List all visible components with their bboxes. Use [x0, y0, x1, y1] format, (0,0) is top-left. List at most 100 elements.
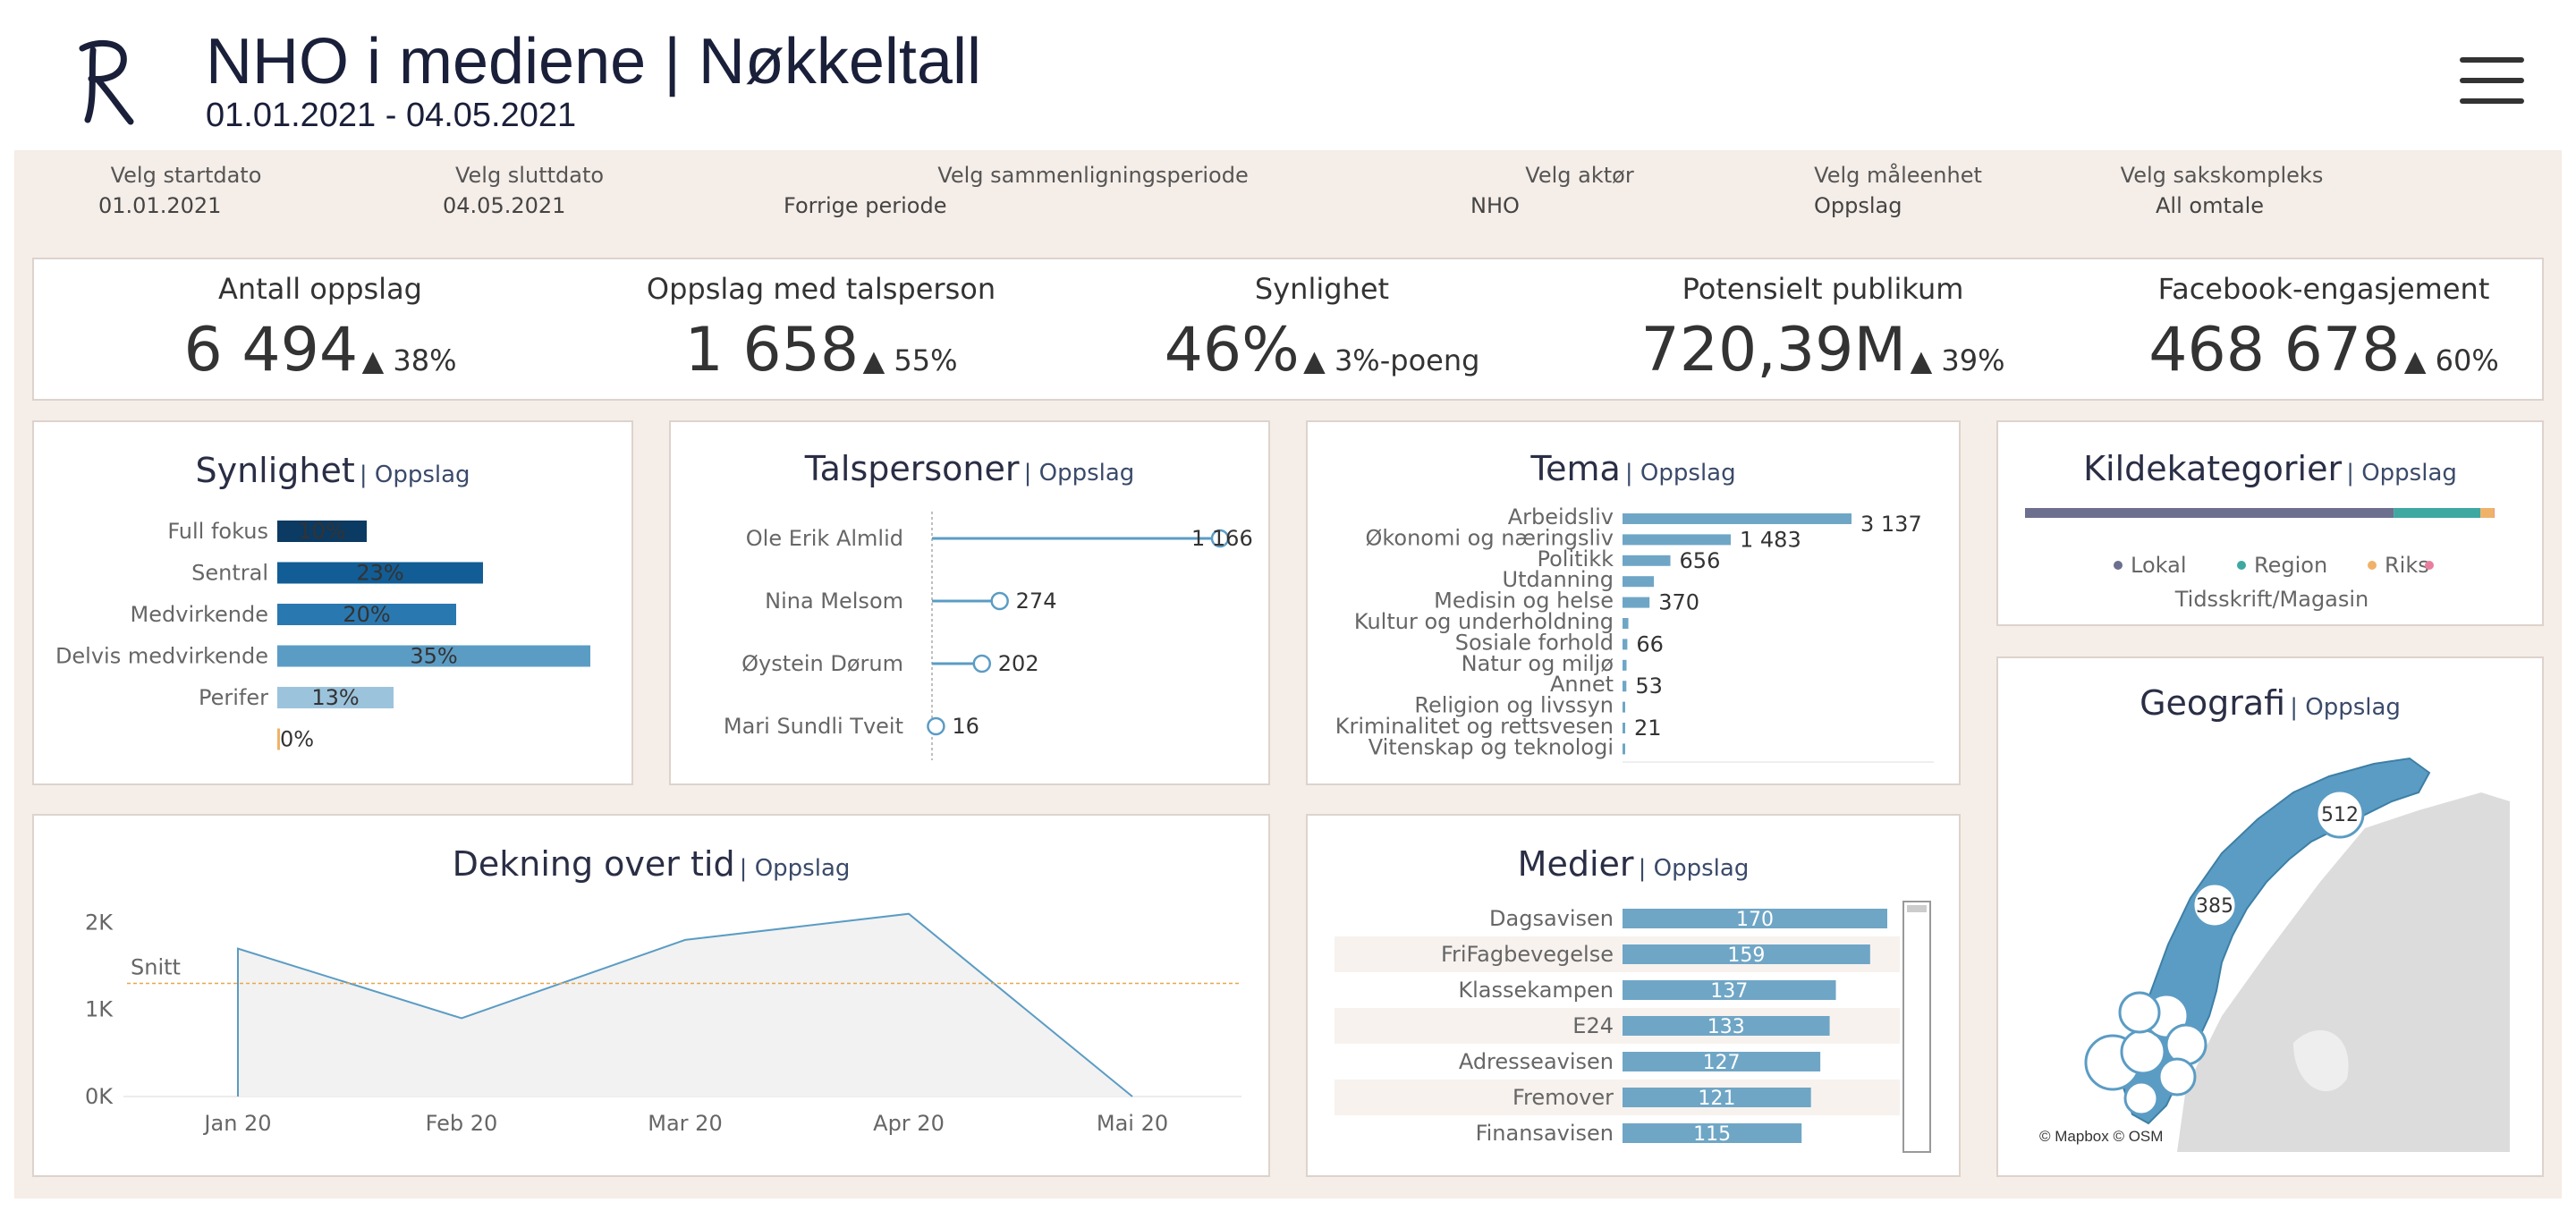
- geografi-map[interactable]: 512 385 © Mapbox © OSM: [1998, 658, 2546, 1179]
- bar-value-label: 20%: [343, 602, 390, 627]
- bar[interactable]: [1623, 980, 1836, 1000]
- person-label: Ole Erik Almlid: [746, 526, 903, 551]
- chart-subtitle: | Oppslag: [2346, 460, 2457, 487]
- bar-value-label: 3 137: [1860, 512, 1922, 537]
- y-tick-label: 0K: [85, 1084, 114, 1109]
- bar[interactable]: [1623, 1052, 1821, 1071]
- chart-title: Geografi: [2140, 683, 2286, 723]
- scrollbar-thumb[interactable]: [1907, 905, 1927, 912]
- bar[interactable]: [1623, 576, 1655, 588]
- bar-value-label: 127: [1703, 1052, 1741, 1074]
- bar[interactable]: [1623, 513, 1852, 524]
- filter-value-dropdown[interactable]: 04.05.2021: [443, 193, 566, 218]
- bar[interactable]: [277, 562, 483, 584]
- tema-category-label: Kriminalitet og rettsvesen: [1335, 714, 1614, 739]
- stack-segment[interactable]: [2025, 508, 2394, 518]
- bar-category-label: Full fokus: [167, 519, 268, 544]
- bar[interactable]: [1623, 618, 1629, 629]
- bar[interactable]: [277, 728, 280, 750]
- bar[interactable]: [1623, 723, 1625, 733]
- area-fill: [238, 913, 1132, 1097]
- media-label: Klassekampen: [1458, 978, 1614, 1003]
- bar[interactable]: [1623, 534, 1732, 546]
- bar[interactable]: [1623, 681, 1627, 692]
- sweden-finland-landmass: [2177, 792, 2510, 1152]
- stack-segment[interactable]: [2494, 508, 2495, 518]
- kpi-synlighet: Synlighet 46% ▲ 3%-poeng: [1072, 259, 1572, 385]
- filter-value-dropdown[interactable]: Forrige periode: [784, 193, 947, 218]
- map-bubbles[interactable]: [2084, 789, 2365, 1116]
- x-tick-label: Apr 20: [873, 1111, 945, 1136]
- dekning-chart: 0K 1K 2K Snitt Jan 20 Feb 20 Mar 20 Apr 20 Mai 2…: [85, 910, 1241, 1136]
- kpi-antall-oppslag: Antall oppslag 6 494 ▲ 38%: [70, 259, 571, 385]
- average-label: Snitt: [131, 955, 181, 980]
- bar-value-label: 0%: [280, 727, 314, 752]
- chart-subtitle: | Oppslag: [1638, 855, 1750, 882]
- bar-value-label: 656: [1680, 548, 1721, 573]
- legend-dot: [2114, 561, 2123, 570]
- kpi-change: ▲ 3%-poeng: [1303, 343, 1480, 377]
- filter-value-dropdown[interactable]: All omtale: [2156, 193, 2264, 218]
- filter-value-dropdown[interactable]: 01.01.2021: [98, 193, 222, 218]
- synlighet-card: Synlighet | Oppslag Full fokus 10% Sentral…: [32, 420, 633, 785]
- lollipop-dot[interactable]: [927, 716, 945, 736]
- legend-dot: [2237, 561, 2246, 570]
- map-bubble[interactable]: [2315, 789, 2365, 839]
- bar[interactable]: [1623, 1016, 1830, 1036]
- kpi-label: Synlighet: [1254, 272, 1390, 306]
- bar[interactable]: [277, 521, 367, 542]
- talspersoner-card: Talspersoner | Oppslag Ole Erik Almlid 1 …: [669, 420, 1270, 785]
- map-bubble[interactable]: [2157, 1057, 2197, 1097]
- tema-category-label: Utdanning: [1503, 567, 1614, 592]
- filter-label: Velg sakskompleks: [2120, 163, 2324, 188]
- legend-label: Lokal: [2131, 553, 2186, 578]
- bar-value-label: 133: [1707, 1016, 1745, 1038]
- bar[interactable]: [1623, 555, 1671, 566]
- lollipop-dot[interactable]: [972, 654, 992, 673]
- map-bubble[interactable]: [2123, 1080, 2159, 1116]
- map-attribution: © Mapbox © OSM: [2039, 1128, 2163, 1145]
- stack-segment[interactable]: [2394, 508, 2481, 518]
- media-label: FriFagbevegelse: [1441, 942, 1614, 967]
- bar[interactable]: [1623, 639, 1628, 650]
- filter-value-dropdown[interactable]: Oppslag: [1814, 193, 1902, 218]
- lollipop-dot[interactable]: [990, 591, 1009, 611]
- bar[interactable]: [1623, 743, 1625, 755]
- legend-dot: [2368, 561, 2377, 570]
- menu-icon[interactable]: [2460, 57, 2524, 107]
- filter-value-dropdown[interactable]: NHO: [1470, 193, 1520, 218]
- card-title: Synlighet | Oppslag: [34, 451, 631, 490]
- bar-value-label: 53: [1635, 673, 1663, 699]
- bar[interactable]: [1623, 597, 1650, 608]
- map-bubble[interactable]: [2191, 882, 2238, 928]
- lollipop-dot[interactable]: [1210, 529, 1230, 548]
- kpi-label: Facebook-engasjement: [2157, 272, 2490, 306]
- series-line[interactable]: [237, 912, 1133, 1097]
- scrollbar[interactable]: [1902, 901, 1931, 1153]
- kpi-value: 6 494: [183, 315, 359, 385]
- bar[interactable]: [1623, 1123, 1802, 1143]
- x-tick-label: Jan 20: [202, 1111, 271, 1136]
- bar[interactable]: [1623, 909, 1887, 928]
- bar-value-label: 10%: [298, 519, 345, 544]
- media-label: Finansavisen: [1476, 1121, 1614, 1146]
- bar-value-label: 121: [1698, 1088, 1735, 1110]
- bar[interactable]: [1623, 659, 1627, 671]
- bar[interactable]: [277, 687, 394, 708]
- bar[interactable]: [1623, 944, 1870, 964]
- lollipop-value: 1 166: [1191, 526, 1253, 551]
- person-label: Øystein Dørum: [741, 651, 903, 676]
- chart-title: Kildekategorier: [2083, 449, 2343, 488]
- map-bubble[interactable]: [2118, 991, 2161, 1034]
- bar[interactable]: [1623, 1088, 1811, 1107]
- page-title: NHO i mediene | Nøkkeltall: [206, 26, 981, 97]
- kpi-label: Oppslag med talsperson: [646, 272, 996, 306]
- bar-value-label: 23%: [356, 561, 403, 586]
- stack-segment[interactable]: [2480, 508, 2495, 518]
- bar-value-label: 66: [1636, 631, 1664, 656]
- bar[interactable]: [277, 604, 456, 625]
- bar[interactable]: [1623, 701, 1625, 713]
- kpi-label: Potensielt publikum: [1682, 272, 1964, 306]
- bar-value-label: 1 483: [1740, 527, 1801, 552]
- bar[interactable]: [277, 645, 590, 667]
